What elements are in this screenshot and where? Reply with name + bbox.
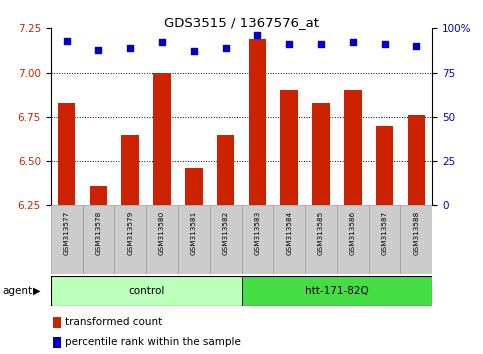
Bar [281, 90, 298, 205]
Bar [242, 205, 273, 274]
Bar [51, 276, 242, 306]
Text: GSM313579: GSM313579 [127, 211, 133, 255]
Point [127, 45, 134, 51]
Text: ▶: ▶ [33, 286, 41, 296]
Text: GSM313588: GSM313588 [413, 211, 419, 255]
Text: GSM313587: GSM313587 [382, 211, 387, 255]
Text: GDS3515 / 1367576_at: GDS3515 / 1367576_at [164, 16, 319, 29]
Bar [51, 205, 83, 274]
Bar [305, 205, 337, 274]
Bar [153, 73, 171, 205]
Point [285, 41, 293, 47]
Bar [53, 337, 61, 348]
Bar [337, 205, 369, 274]
Point [381, 41, 388, 47]
Bar [408, 115, 425, 205]
Bar [83, 205, 114, 274]
Point [222, 45, 229, 51]
Text: GSM313582: GSM313582 [223, 211, 228, 255]
Point [412, 43, 420, 49]
Bar [369, 205, 400, 274]
Bar [242, 276, 432, 306]
Text: GSM313577: GSM313577 [64, 211, 70, 255]
Text: GSM313585: GSM313585 [318, 211, 324, 255]
Bar [90, 186, 107, 205]
Bar [178, 205, 210, 274]
Text: GSM313581: GSM313581 [191, 211, 197, 255]
Text: GSM313578: GSM313578 [96, 211, 101, 255]
Bar [185, 168, 202, 205]
Text: control: control [128, 286, 164, 296]
Text: GSM313580: GSM313580 [159, 211, 165, 255]
Text: GSM313583: GSM313583 [255, 211, 260, 255]
Text: agent: agent [2, 286, 32, 296]
Bar [344, 90, 362, 205]
Bar [121, 135, 139, 205]
Bar [249, 39, 266, 205]
Point [158, 40, 166, 45]
Point [349, 40, 356, 45]
Point [317, 41, 325, 47]
Bar [53, 316, 61, 328]
Point [190, 48, 198, 54]
Bar [312, 103, 330, 205]
Point [254, 33, 261, 38]
Bar [400, 205, 432, 274]
Text: transformed count: transformed count [65, 317, 162, 327]
Point [95, 47, 102, 52]
Bar [376, 126, 393, 205]
Text: GSM313586: GSM313586 [350, 211, 356, 255]
Bar [114, 205, 146, 274]
Bar [217, 135, 234, 205]
Point [63, 38, 71, 44]
Text: htt-171-82Q: htt-171-82Q [305, 286, 369, 296]
Bar [273, 205, 305, 274]
Text: GSM313584: GSM313584 [286, 211, 292, 255]
Text: percentile rank within the sample: percentile rank within the sample [65, 337, 241, 347]
Bar [146, 205, 178, 274]
Bar [58, 103, 75, 205]
Bar [210, 205, 242, 274]
